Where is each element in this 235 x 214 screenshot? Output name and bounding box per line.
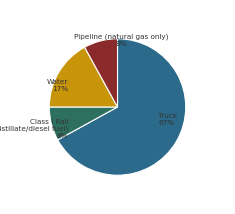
Wedge shape [49,107,118,140]
Text: Pipeline (natural gas only)
8%: Pipeline (natural gas only) 8% [74,33,168,47]
Text: Water
17%: Water 17% [47,79,68,92]
Wedge shape [58,39,186,175]
Text: Class I Rail
(Distillate/diesel fuel)
8%: Class I Rail (Distillate/diesel fuel) 8% [0,119,68,139]
Text: Truck
67%: Truck 67% [158,113,178,126]
Wedge shape [49,47,118,107]
Wedge shape [85,39,118,107]
